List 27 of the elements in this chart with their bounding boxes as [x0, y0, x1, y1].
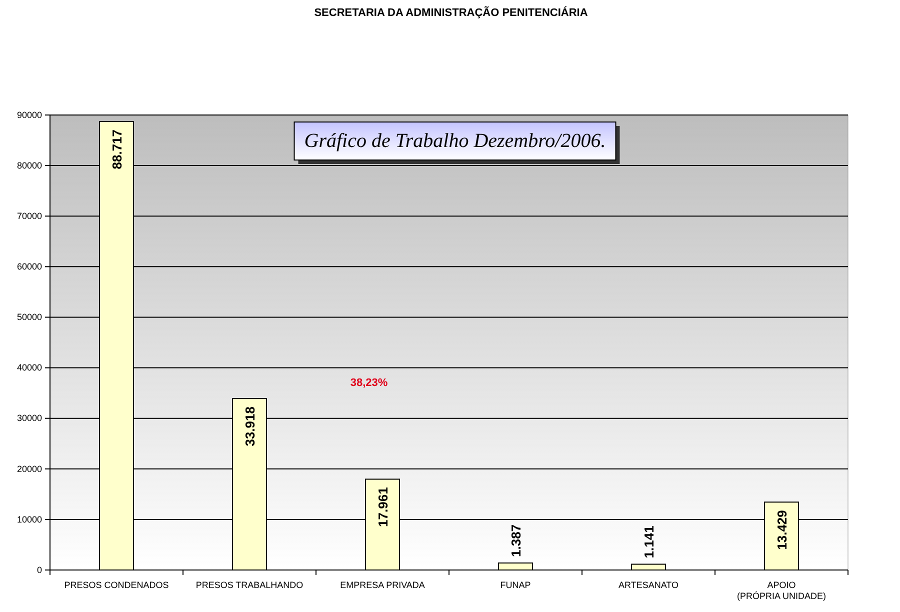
x-tick-label: ARTESANATO — [618, 580, 679, 590]
y-tick-label: 0 — [36, 564, 42, 575]
x-tick-label: PRESOS TRABALHANDO — [196, 580, 304, 590]
x-tick-label: APOIO (PRÓPRIA UNIDADE) — [736, 580, 826, 601]
y-tick-label: 60000 — [16, 262, 42, 272]
y-tick-label: 30000 — [16, 413, 42, 424]
data-label: 33.918 — [242, 406, 258, 446]
x-tick-label: FUNAP — [500, 580, 531, 590]
y-tick-label: 80000 — [16, 160, 42, 170]
annotation: 38,23% — [350, 377, 388, 389]
bar — [498, 562, 533, 570]
y-tick-label: 50000 — [16, 312, 42, 322]
text: SECRETARIA DA ADMINISTRAÇÃO PENITENCIÁRIA — [314, 6, 588, 19]
x-tick-label: PRESOS CONDENADOS — [64, 580, 169, 590]
y-tick-label: 20000 — [16, 464, 42, 474]
y-tick-label: 10000 — [16, 514, 42, 524]
data-label: 1.141 — [642, 526, 656, 558]
data-label: 13.429 — [774, 510, 790, 550]
data-label: 17.961 — [376, 487, 390, 527]
x-tick-label: EMPRESA PRIVADA — [340, 580, 425, 590]
text: Gráfico de Trabalho Dezembro/2006. — [304, 130, 606, 152]
bar — [631, 564, 666, 570]
y-tick-label: 70000 — [16, 210, 42, 221]
data-label: 88.717 — [110, 129, 124, 170]
y-tick-label: 40000 — [16, 362, 42, 373]
y-tick-label: 90000 — [16, 110, 42, 120]
data-label: 1.387 — [508, 524, 524, 557]
